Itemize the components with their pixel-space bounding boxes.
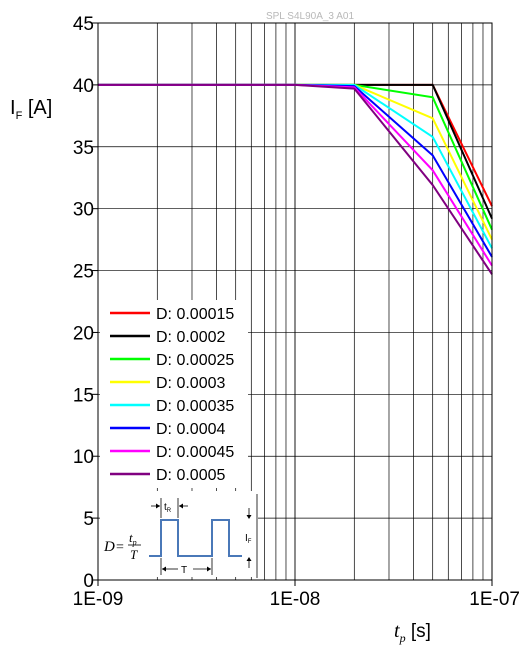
y-tick-label: 10 xyxy=(73,447,94,468)
x-axis-label: tp [s] xyxy=(394,620,431,645)
y-tick-labels: 0 5 10 15 20 25 30 35 40 45 xyxy=(73,14,94,592)
y-tick-label: 20 xyxy=(73,323,94,344)
y-tick-label: 45 xyxy=(73,14,94,35)
inset-denominator: T xyxy=(130,547,138,562)
inset-current-label-main: I xyxy=(245,533,248,544)
inset-formula-equals: = xyxy=(116,540,124,555)
period-arrowhead-left xyxy=(162,566,166,572)
y-axis-label-sub: F xyxy=(16,110,23,122)
x-tick-label: 1E-07 xyxy=(469,589,520,610)
legend-label: D: 0.0005 xyxy=(156,467,225,484)
y-axis-label-main: I xyxy=(10,97,16,119)
legend-label: D: 0.0003 xyxy=(156,375,225,392)
inset-tr-label-sub: R xyxy=(167,508,172,514)
inset-numerator: tp xyxy=(129,530,137,547)
inset-current-label-sub: F xyxy=(248,539,252,545)
legend-label: D: 0.00035 xyxy=(156,398,234,415)
y-tick-label: 5 xyxy=(83,509,94,530)
y-tick-label: 15 xyxy=(73,385,94,406)
period-arrowhead-right xyxy=(207,566,211,572)
legend-label: D: 0.0004 xyxy=(156,421,225,438)
legend-label: D: 0.0002 xyxy=(156,329,225,346)
inset-numerator-main: t xyxy=(129,530,133,545)
inset-current-label: IF xyxy=(245,533,252,545)
series-lines xyxy=(98,83,493,275)
x-axis-label-sub: p xyxy=(399,631,406,645)
tr-arrowhead-right xyxy=(179,503,183,509)
y-tick-label: 30 xyxy=(73,200,94,221)
x-axis-label-unit: [s] xyxy=(406,621,431,642)
x-tick-label: 1E-09 xyxy=(73,589,124,610)
y-axis-label: IF [A] xyxy=(10,97,52,122)
y-axis-label-unit: [A] xyxy=(22,97,52,119)
tr-arrowhead-left xyxy=(156,503,160,509)
y-tick-label: 25 xyxy=(73,262,94,283)
legend-box xyxy=(100,300,248,488)
current-arrowhead-bottom xyxy=(246,557,252,561)
inset-formula-d: D xyxy=(103,539,115,555)
legend: D: 0.00015 D: 0.0002 D: 0.00025 D: 0.0003 D:… xyxy=(110,306,234,484)
pulse-waveform xyxy=(149,519,242,557)
duty-cycle-inset: D = tp T tR T IF xyxy=(100,491,258,578)
x-axis-label-main: t xyxy=(394,620,400,642)
legend-label: D: 0.00045 xyxy=(156,444,234,461)
current-arrowhead-top xyxy=(246,515,252,519)
legend-label: D: 0.00025 xyxy=(156,352,234,369)
y-tick-label: 40 xyxy=(73,76,94,97)
axis-ticks xyxy=(92,22,493,586)
series-line xyxy=(98,83,493,275)
inset-period-label: T xyxy=(181,565,187,576)
watermark-text: SPL S4L90A_3 A01 xyxy=(266,11,354,22)
y-tick-label: 35 xyxy=(73,138,94,159)
y-tick-label: 0 xyxy=(83,571,94,592)
inset-tr-label-main: t xyxy=(164,502,167,513)
legend-label: D: 0.00015 xyxy=(156,306,234,323)
inset-tr-label: tR xyxy=(164,502,172,514)
x-tick-labels: 1E-09 1E-08 1E-07 xyxy=(73,589,520,610)
x-tick-label: 1E-08 xyxy=(270,589,321,610)
inset-numerator-sub: p xyxy=(132,538,137,547)
